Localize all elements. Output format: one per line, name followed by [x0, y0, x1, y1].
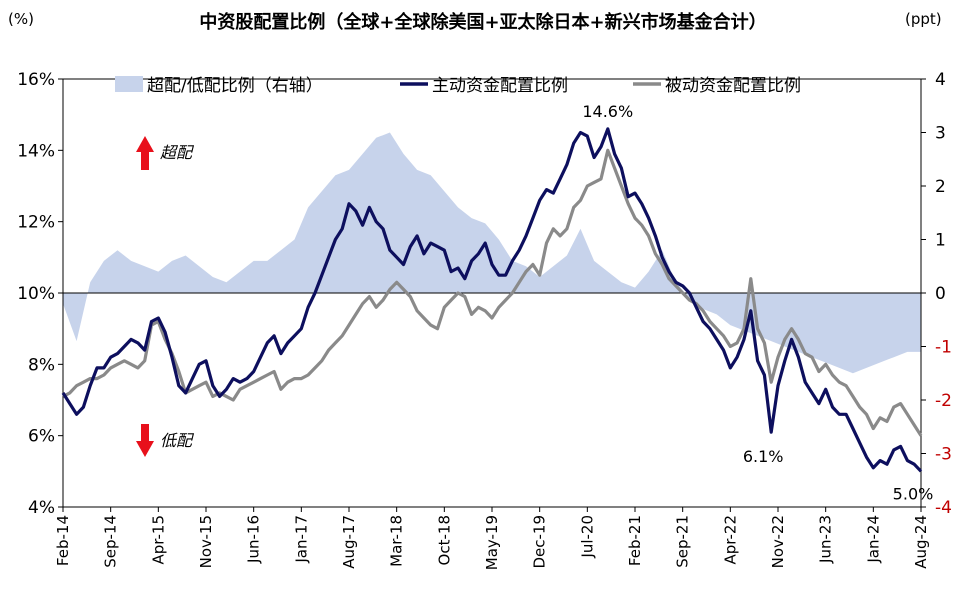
area-layer: [63, 132, 921, 374]
legend-label-active: 主动资金配置比例: [432, 76, 568, 96]
x-tick-label: Aug-24: [912, 515, 930, 569]
up-arrow-icon: [136, 136, 154, 170]
annotation-layer: 14.6% 6.1% 5.0%: [582, 102, 933, 503]
right-unit-label: (ppt): [905, 10, 942, 28]
left-unit-label: (%): [8, 10, 34, 28]
x-tick-label: Feb-14: [54, 515, 72, 566]
x-tick-label: Sep-21: [674, 515, 692, 568]
x-tick-label: Nov-15: [197, 515, 215, 568]
y-right-tick-label: 4: [935, 70, 946, 90]
x-tick-label: Oct-18: [435, 515, 453, 565]
y-left-tick-label: 14%: [17, 141, 55, 161]
under-indicator: 低配: [136, 424, 195, 457]
x-tick-label: Sep-14: [102, 515, 120, 568]
x-tick-label: Jun-16: [245, 515, 263, 564]
y-right-tick-label: -4: [935, 498, 952, 518]
x-tick-label: Jan-24: [864, 515, 882, 564]
y-left-tick-label: 6%: [28, 427, 55, 447]
legend-swatch-area: [115, 76, 143, 92]
y-right-tick-label: 0: [935, 284, 946, 304]
under-label: 低配: [160, 431, 195, 450]
data-label-annotation: 14.6%: [582, 102, 633, 121]
over-indicator: 超配: [136, 136, 195, 170]
x-tick-label: Nov-22: [769, 515, 787, 568]
y-left-tick-label: 12%: [17, 213, 55, 233]
over-label: 超配: [160, 143, 195, 162]
y-left-tick-label: 4%: [28, 498, 55, 518]
data-label-annotation: 6.1%: [743, 447, 784, 466]
legend: 超配/低配比例（右轴） 主动资金配置比例 被动资金配置比例: [115, 76, 801, 96]
series-passive-line: [62, 148, 923, 437]
down-arrow-icon: [136, 424, 154, 457]
chart-title: 中资股配置比例（全球+全球除美国+亚太除日本+新兴市场基金合计）: [199, 11, 766, 33]
x-tick-label: Jun-23: [817, 515, 835, 564]
axes-layer: 4% 6% 8% 10% 12% 14% 16% -4 -3 -2 -1 0 1 2 3 4 Feb-14 Sep…: [17, 70, 952, 570]
data-label-annotation: 5.0%: [893, 484, 934, 503]
x-tick-label: Mar-18: [388, 515, 406, 567]
series-area-overweight: [63, 132, 921, 374]
x-tick-label: May-19: [483, 515, 501, 570]
y-left-tick-label: 16%: [17, 70, 55, 90]
x-tick-label: Aug-17: [340, 515, 358, 569]
y-right-tick-label: -1: [935, 338, 952, 358]
x-tick-label: Dec-19: [531, 515, 549, 569]
x-tick-label: Apr-22: [721, 515, 739, 565]
x-tick-label: Jul-20: [578, 515, 596, 559]
y-left-tick-label: 10%: [17, 284, 55, 304]
lines-layer: [61, 127, 923, 473]
series-active-line: [61, 127, 923, 473]
y-right-tick-label: 2: [935, 177, 946, 197]
y-right-tick-label: 3: [935, 124, 946, 144]
legend-label-area: 超配/低配比例（右轴）: [147, 76, 323, 96]
y-right-tick-label: -3: [935, 445, 952, 465]
y-right-tick-label: 1: [935, 231, 946, 251]
legend-label-passive: 被动资金配置比例: [665, 76, 801, 96]
y-right-tick-label: -2: [935, 391, 952, 411]
x-tick-label: Jan-17: [292, 515, 310, 564]
y-left-tick-label: 8%: [28, 355, 55, 375]
x-tick-label: Feb-21: [626, 515, 644, 566]
x-tick-label: Apr-15: [149, 515, 167, 565]
